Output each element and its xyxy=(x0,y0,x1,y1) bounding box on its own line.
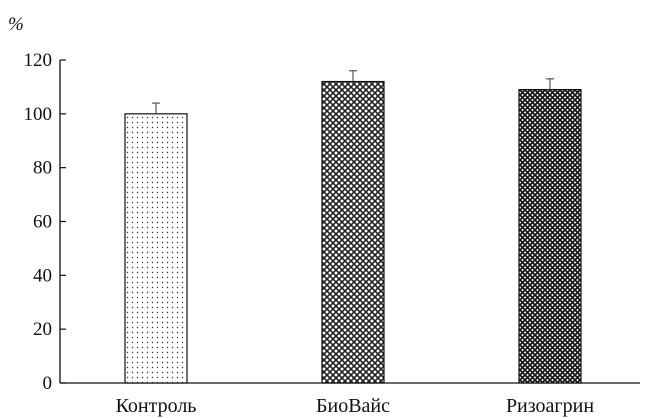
y-tick-label: 80 xyxy=(33,158,52,179)
bars xyxy=(124,70,582,384)
bar-3 xyxy=(518,89,582,384)
y-unit-label: % xyxy=(8,14,24,35)
x-category-label: БиоВайс xyxy=(316,395,390,417)
x-labels: Контроль БиоВайс Ризоагрин xyxy=(116,395,595,417)
bar-1 xyxy=(124,113,188,384)
y-tick-label: 60 xyxy=(33,212,52,233)
y-ticks: 0 20 40 60 80 100 120 xyxy=(24,50,66,394)
y-tick-label: 120 xyxy=(24,50,53,71)
y-tick-label: 20 xyxy=(33,319,52,340)
x-category-label: Ризоагрин xyxy=(506,395,594,417)
y-tick-label: 40 xyxy=(33,265,52,286)
y-tick-label: 0 xyxy=(43,373,53,394)
bar-2 xyxy=(321,80,385,384)
x-category-label: Контроль xyxy=(116,395,197,417)
y-tick-label: 100 xyxy=(24,104,53,125)
